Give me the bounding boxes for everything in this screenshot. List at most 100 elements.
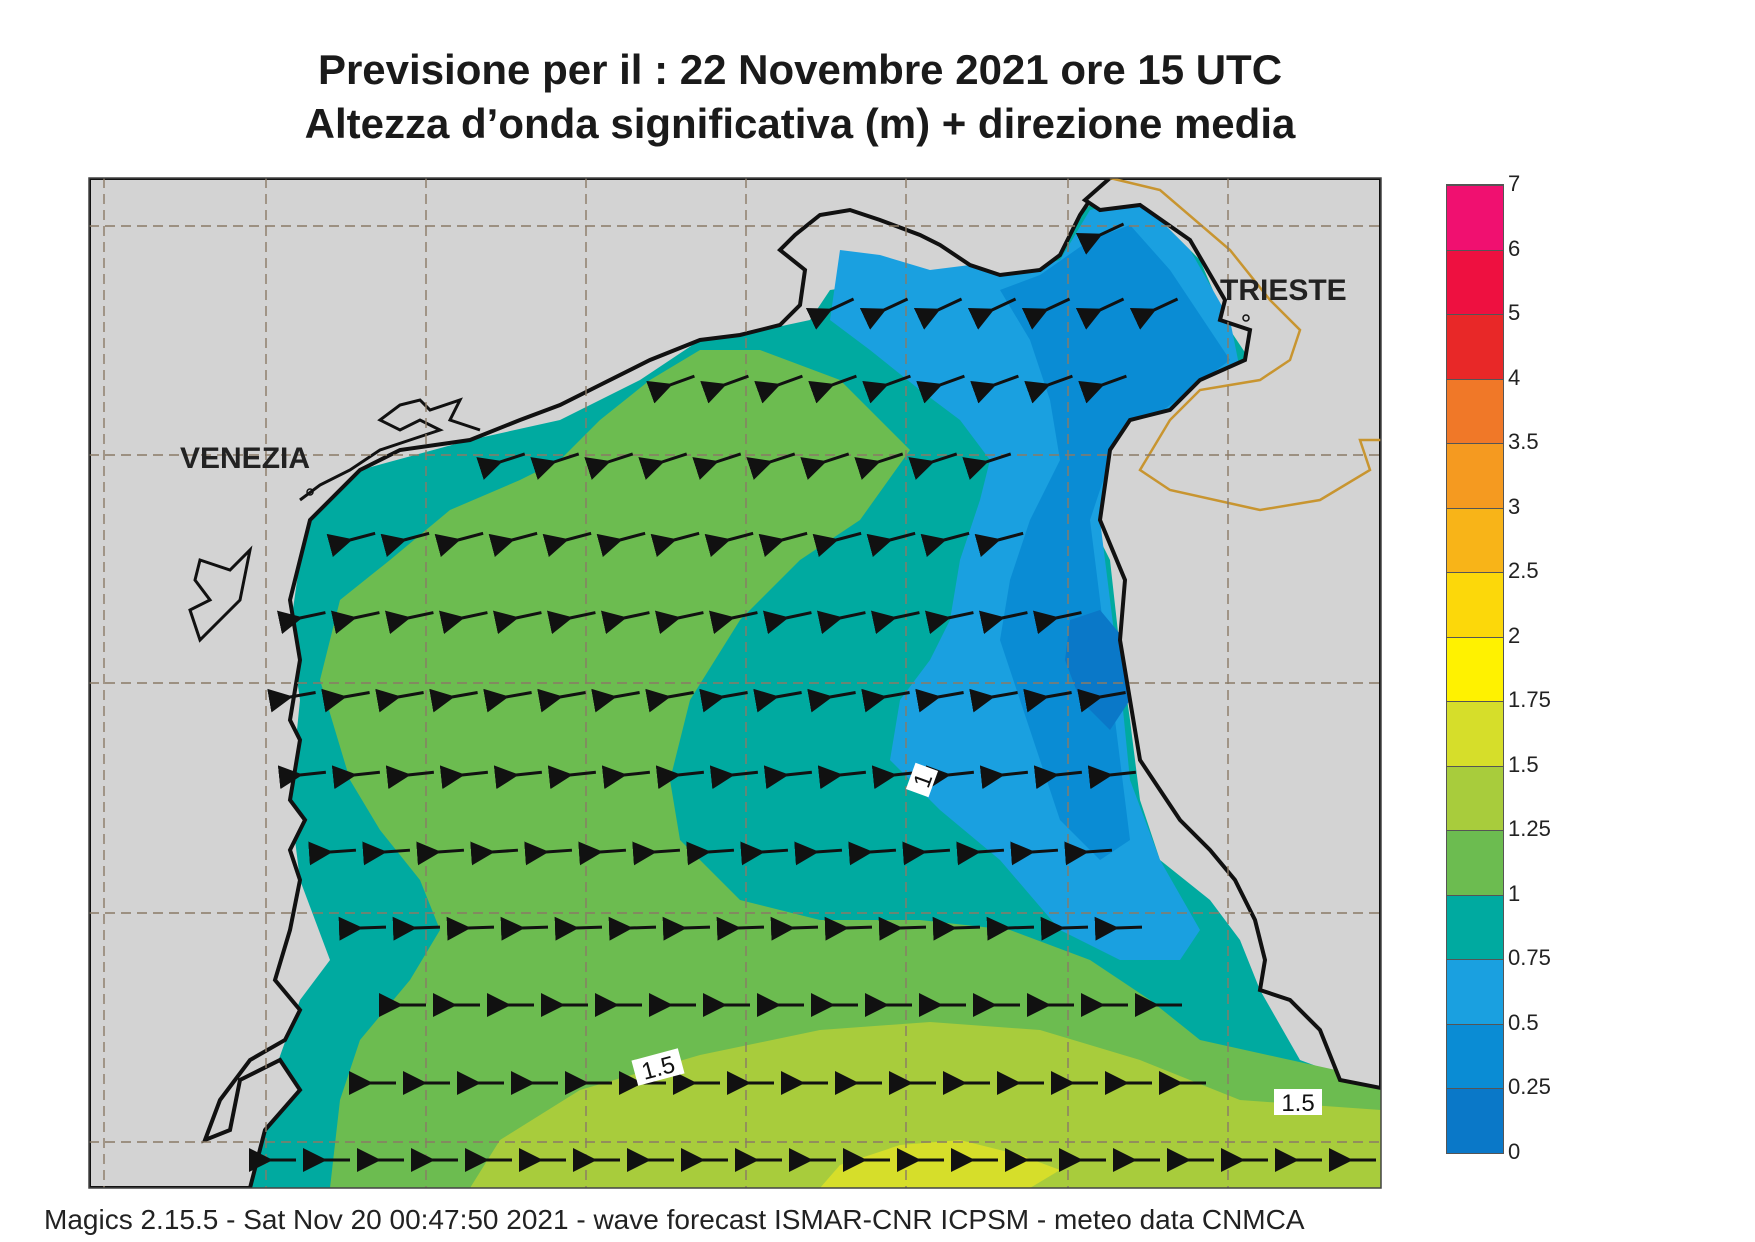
legend-label: 3 <box>1508 493 1521 519</box>
wave-arrow <box>1021 297 1071 330</box>
wave-arrow <box>362 841 411 866</box>
wave-arrow <box>816 610 866 635</box>
wave-arrow <box>384 610 434 635</box>
wave-arrow <box>753 688 802 713</box>
wave-arrow <box>546 610 596 635</box>
wave-arrow <box>925 765 975 790</box>
wave-arrow <box>392 916 441 941</box>
wave-arrow <box>1033 765 1083 790</box>
wave-arrow <box>986 916 1035 941</box>
wave-arrow <box>915 688 964 713</box>
legend-swatch <box>1447 701 1503 766</box>
wave-arrow <box>808 374 857 404</box>
wave-arrow <box>1075 222 1125 255</box>
wave-arrow <box>861 688 910 713</box>
wave-arrow <box>542 531 592 558</box>
wave-arrow <box>439 765 489 790</box>
wave-arrow <box>1075 297 1125 330</box>
wave-arrow <box>429 688 478 713</box>
legend-swatch <box>1447 959 1503 1024</box>
map-subtitle: Altezza d’onda significativa (m) + direz… <box>304 100 1296 147</box>
wave-arrow <box>824 916 873 941</box>
wave-arrow <box>554 916 603 941</box>
wave-arrow <box>716 916 765 941</box>
wave-arrow <box>537 688 586 713</box>
wave-arrow <box>932 916 981 941</box>
wave-arrow <box>330 610 380 635</box>
wave-arrow <box>493 765 543 790</box>
legend-label: 6 <box>1508 235 1521 261</box>
national-border <box>1109 178 1381 512</box>
legend-label: 2 <box>1508 622 1521 648</box>
legend-label: 1.5 <box>1508 751 1539 777</box>
legend-swatch <box>1447 314 1503 379</box>
footer-credit: Magics 2.15.5 - Sat Nov 20 00:47:50 2021… <box>44 1204 1305 1235</box>
wave-arrow <box>584 452 634 480</box>
wave-arrow <box>1077 688 1126 713</box>
wave-arrow <box>596 531 646 558</box>
land-italy-west <box>89 178 1381 1188</box>
wave-arrow <box>638 452 688 480</box>
legend-label: 1 <box>1508 880 1521 906</box>
legend-label: 2.5 <box>1508 558 1539 584</box>
wave-arrow <box>1087 765 1137 790</box>
wave-arrow <box>854 452 904 480</box>
wave-arrow <box>969 688 1018 713</box>
wave-arrow <box>763 765 813 790</box>
wave-arrow <box>492 610 542 635</box>
wave-arrow <box>800 452 850 480</box>
wave-arrow <box>591 688 640 713</box>
wave-arrow <box>338 916 387 941</box>
legend-label: 5 <box>1508 300 1521 326</box>
wave-arrow <box>416 841 465 866</box>
wave-arrow <box>655 765 705 790</box>
wave-arrow <box>805 297 855 330</box>
wave-arrow <box>1024 374 1073 404</box>
wave-arrow <box>524 841 573 866</box>
map-title: Previsione per il : 22 Novembre 2021 ore… <box>317 46 1283 93</box>
wave-arrow <box>794 841 843 866</box>
wave-arrow <box>500 916 549 941</box>
legend-swatch <box>1447 572 1503 637</box>
legend-label: 0 <box>1508 1139 1521 1164</box>
color-scale-legend <box>1446 184 1504 1154</box>
wave-arrow <box>700 374 749 404</box>
wave-arrow <box>662 916 711 941</box>
wave-arrow <box>645 688 694 713</box>
sea-zone-light-green <box>470 1022 1381 1188</box>
wave-arrow <box>967 297 1017 330</box>
wave-arrow <box>434 531 484 558</box>
wave-arrow <box>1078 374 1127 404</box>
wave-arrow <box>686 841 735 866</box>
legend-swatch <box>1447 765 1503 831</box>
wave-arrow <box>699 688 748 713</box>
legend-swatch <box>1447 1023 1503 1089</box>
legend-swatch <box>1447 507 1503 573</box>
wave-arrow <box>267 688 316 713</box>
wave-arrow <box>878 916 927 941</box>
legend-swatch <box>1447 830 1503 895</box>
wave-arrow <box>308 841 357 866</box>
wave-arrow <box>1064 841 1113 866</box>
wave-arrow <box>632 841 681 866</box>
wave-arrow <box>331 765 381 790</box>
place-label-trieste: TRIESTE <box>1220 274 1347 307</box>
wave-arrow <box>1010 841 1059 866</box>
wave-arrow <box>646 374 695 404</box>
legend-label: 1.25 <box>1508 816 1551 842</box>
legend-swatch <box>1447 894 1503 960</box>
legend-swatch <box>1447 378 1503 444</box>
wave-arrow <box>916 374 965 404</box>
wave-arrow <box>488 531 538 558</box>
wave-arrow <box>913 297 963 330</box>
wave-arrow <box>380 531 430 558</box>
wave-arrow <box>762 610 812 635</box>
legend-label: 1.75 <box>1508 687 1551 713</box>
map-border <box>88 177 1382 1189</box>
wave-arrow <box>920 531 970 558</box>
legend-label: 7 <box>1508 171 1521 196</box>
wave-arrow <box>956 841 1005 866</box>
wave-arrow <box>650 531 700 558</box>
wave-arrow <box>970 374 1019 404</box>
wave-arrow <box>770 916 819 941</box>
